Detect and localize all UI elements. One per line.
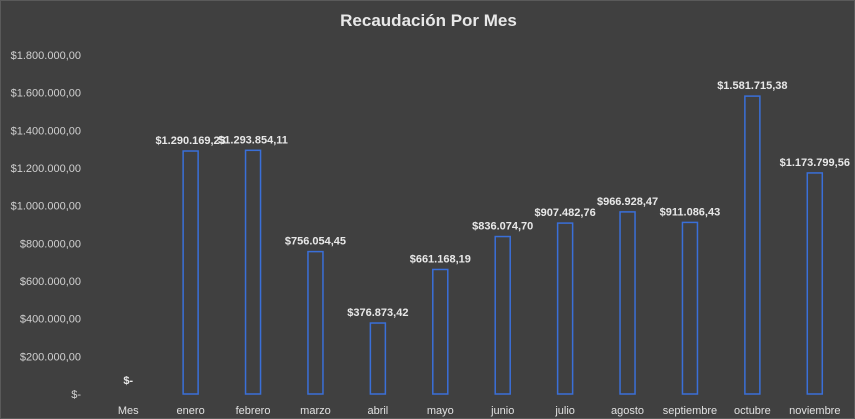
x-tick-label: junio bbox=[490, 405, 514, 417]
data-label: $966.928,47 bbox=[597, 196, 658, 208]
data-label: $1.293.854,11 bbox=[218, 134, 288, 146]
bar bbox=[556, 222, 574, 395]
x-tick-label: noviembre bbox=[789, 405, 840, 417]
y-tick-label: $800.000,00 bbox=[20, 238, 81, 250]
data-label: $836.074,70 bbox=[472, 221, 533, 233]
data-label: $376.873,42 bbox=[347, 307, 408, 319]
data-label: $907.482,76 bbox=[535, 207, 596, 219]
x-tick-label: Mes bbox=[118, 405, 139, 417]
bar bbox=[307, 250, 324, 395]
x-tick-label: mayo bbox=[427, 405, 454, 417]
data-label: $756.054,45 bbox=[285, 236, 346, 248]
bar bbox=[369, 322, 387, 395]
x-tick-label: julio bbox=[554, 405, 575, 417]
chart-title: Recaudación Por Mes bbox=[340, 11, 517, 30]
bar bbox=[744, 95, 761, 395]
x-tick-label: septiembre bbox=[663, 405, 717, 417]
data-label: $- bbox=[123, 375, 133, 387]
bar bbox=[182, 150, 199, 395]
data-label: $1.581.715,38 bbox=[717, 80, 787, 92]
x-tick-label: agosto bbox=[611, 405, 644, 417]
y-tick-label: $1.800.000,00 bbox=[11, 50, 81, 62]
y-tick-label: $1.400.000,00 bbox=[11, 125, 81, 137]
bar bbox=[432, 268, 449, 395]
y-tick-label: $600.000,00 bbox=[20, 276, 81, 288]
x-tick-label: marzo bbox=[300, 405, 331, 417]
y-tick-label: $200.000,00 bbox=[20, 351, 81, 363]
bar bbox=[619, 211, 636, 395]
bar bbox=[806, 172, 824, 395]
y-tick-label: $1.000.000,00 bbox=[11, 201, 81, 213]
bar bbox=[244, 149, 262, 395]
x-tick-label: octubre bbox=[734, 405, 771, 417]
y-tick-label: $- bbox=[71, 389, 81, 401]
x-tick-label: enero bbox=[177, 405, 205, 417]
x-tick-label: febrero bbox=[236, 405, 271, 417]
bar bbox=[494, 235, 511, 395]
x-tick-label: abril bbox=[367, 405, 388, 417]
data-label: $911.086,43 bbox=[660, 206, 721, 218]
y-tick-label: $400.000,00 bbox=[20, 314, 81, 326]
data-label: $661.168,19 bbox=[410, 253, 471, 265]
y-tick-label: $1.600.000,00 bbox=[11, 88, 81, 100]
data-label: $1.290.169,23 bbox=[155, 135, 225, 147]
y-tick-label: $1.200.000,00 bbox=[11, 163, 81, 175]
data-label: $1.173.799,56 bbox=[780, 157, 850, 169]
bar bbox=[681, 221, 699, 395]
